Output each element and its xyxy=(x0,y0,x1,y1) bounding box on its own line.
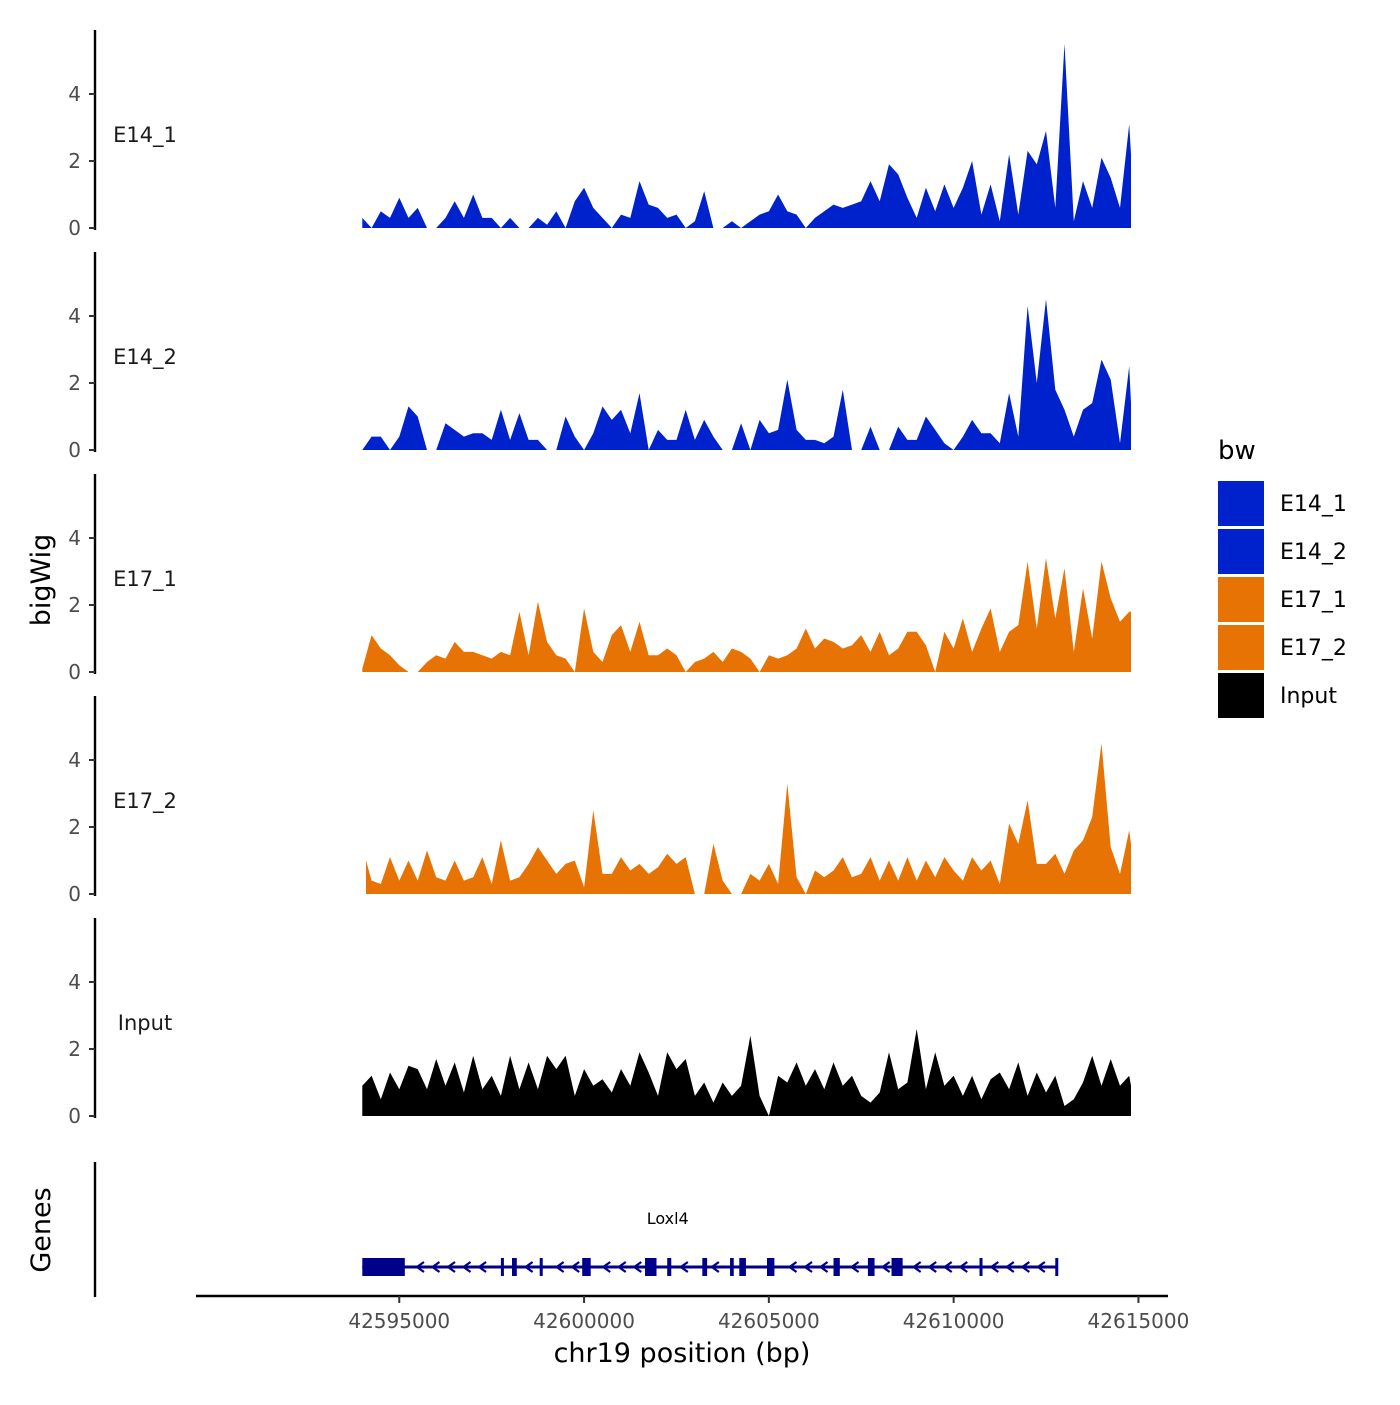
strand-arrow-icon xyxy=(818,1261,829,1273)
strand-arrow-icon xyxy=(523,1261,534,1273)
strand-arrow-icon xyxy=(710,1261,720,1273)
legend-title: bw xyxy=(1218,436,1256,466)
coverage-area-E17_2 xyxy=(366,743,1131,894)
strand-arrow-icon xyxy=(989,1261,999,1273)
coverage-area-E17_1 xyxy=(362,558,1131,672)
strand-arrow-icon xyxy=(1020,1261,1030,1273)
legend-label-E17_1: E17_1 xyxy=(1280,588,1347,613)
strand-arrow-icon xyxy=(477,1261,487,1273)
strand-arrow-icon xyxy=(927,1261,937,1273)
gene-exon xyxy=(1055,1258,1059,1276)
legend-label-Input: Input xyxy=(1280,684,1337,709)
y-tick-label: 2 xyxy=(68,149,81,173)
gene-exon xyxy=(582,1258,591,1276)
strand-arrow-icon xyxy=(570,1261,580,1273)
genes-layer: Loxl4 xyxy=(93,1162,1059,1297)
strand-arrow-icon xyxy=(787,1261,798,1273)
strand-arrow-icon xyxy=(616,1261,627,1273)
gene-exon xyxy=(979,1258,983,1276)
y-tick-label: 4 xyxy=(68,304,81,328)
gene-exon xyxy=(867,1258,875,1276)
track-label: E17_2 xyxy=(113,789,177,814)
strand-arrow-icon xyxy=(415,1261,425,1273)
coverage-area-E14_2 xyxy=(362,299,1131,450)
y-tick-label: 4 xyxy=(68,82,81,106)
legend: bw E14_1 E14_2 E17_1 E17_2 Input xyxy=(1218,436,1347,718)
gene-exon xyxy=(539,1258,543,1276)
strand-arrow-icon xyxy=(880,1261,891,1273)
gene-exon xyxy=(667,1258,672,1276)
legend-swatch-E14_2 xyxy=(1218,529,1264,574)
legend-swatch-E14_1 xyxy=(1218,481,1264,526)
track-label: E14_1 xyxy=(113,123,177,148)
strand-arrow-icon xyxy=(1035,1261,1046,1273)
coverage-area-E14_1 xyxy=(362,43,1131,228)
tracks-layer: 0 2 4 E14_1 0 2 4 E14_2 0 2 4 E17_1 0 2 4 E17_2 0 2 4 Input xyxy=(68,30,1131,1128)
gene-exon xyxy=(833,1258,840,1276)
legend-label-E17_2: E17_2 xyxy=(1280,636,1347,661)
gene-exon xyxy=(645,1258,657,1276)
x-axis-title: chr19 position (bp) xyxy=(554,1338,811,1369)
x-tick-label: 42615000 xyxy=(1088,1309,1190,1333)
y-tick-label: 0 xyxy=(68,882,81,906)
y-tick-label: 0 xyxy=(68,216,81,240)
x-tick-label: 42605000 xyxy=(718,1309,820,1333)
y-tick-label: 2 xyxy=(68,371,81,395)
legend-label-E14_1: E14_1 xyxy=(1280,492,1347,517)
strand-arrow-icon xyxy=(803,1261,813,1273)
y-tick-label: 0 xyxy=(68,438,81,462)
strand-arrow-icon xyxy=(678,1261,689,1273)
x-axis: 42595000 42600000 42605000 42610000 42615000 xyxy=(196,1294,1190,1333)
track-E17_2: 0 2 4 E17_2 xyxy=(68,696,1131,906)
y-tick-label: 4 xyxy=(68,526,81,550)
y-tick-label: 2 xyxy=(68,815,81,839)
track-label: E14_2 xyxy=(113,345,177,370)
strand-arrow-icon xyxy=(461,1261,472,1273)
legend-swatch-E17_1 xyxy=(1218,577,1264,622)
strand-arrow-icon xyxy=(1004,1261,1015,1273)
gene-exon xyxy=(891,1258,903,1276)
gene-name-label: Loxl4 xyxy=(647,1209,689,1228)
gene-exon xyxy=(767,1258,775,1276)
track-label: Input xyxy=(118,1011,172,1035)
legend-swatch-Input xyxy=(1218,673,1264,718)
coverage-area-Input xyxy=(362,1028,1131,1116)
x-tick-label: 42600000 xyxy=(533,1309,635,1333)
gene-exon xyxy=(511,1258,517,1276)
track-E17_1: 0 2 4 E17_1 xyxy=(68,474,1131,684)
genes-axis-title: Genes xyxy=(26,1187,57,1272)
gene-exon xyxy=(702,1258,708,1276)
strand-arrow-icon xyxy=(942,1261,953,1273)
strand-arrow-icon xyxy=(554,1261,565,1273)
y-tick-label: 2 xyxy=(68,593,81,617)
strand-arrow-icon xyxy=(958,1261,968,1273)
strand-arrow-icon xyxy=(632,1261,642,1273)
gene-exon xyxy=(362,1258,405,1276)
strand-arrow-icon xyxy=(446,1261,456,1273)
y-tick-label: 0 xyxy=(68,1104,81,1128)
track-E14_2: 0 2 4 E14_2 xyxy=(68,252,1131,462)
track-label: E17_1 xyxy=(113,567,177,592)
strand-arrow-icon xyxy=(849,1261,860,1273)
y-axis-title: bigWig xyxy=(26,534,57,627)
legend-label-E14_2: E14_2 xyxy=(1280,540,1347,565)
gene-exon xyxy=(500,1258,504,1276)
gene-exon xyxy=(739,1258,746,1276)
gene-exon xyxy=(730,1258,734,1276)
y-tick-label: 4 xyxy=(68,748,81,772)
strand-arrow-icon xyxy=(430,1261,441,1273)
strand-arrow-icon xyxy=(601,1261,611,1273)
legend-swatch-E17_2 xyxy=(1218,625,1264,670)
y-tick-label: 4 xyxy=(68,970,81,994)
track-Input: 0 2 4 Input xyxy=(68,918,1131,1128)
x-tick-label: 42595000 xyxy=(348,1309,450,1333)
track-E14_1: 0 2 4 E14_1 xyxy=(68,30,1131,240)
strand-arrow-icon xyxy=(911,1261,922,1273)
y-tick-label: 0 xyxy=(68,660,81,684)
y-tick-label: 2 xyxy=(68,1037,81,1061)
x-tick-label: 42610000 xyxy=(903,1309,1005,1333)
